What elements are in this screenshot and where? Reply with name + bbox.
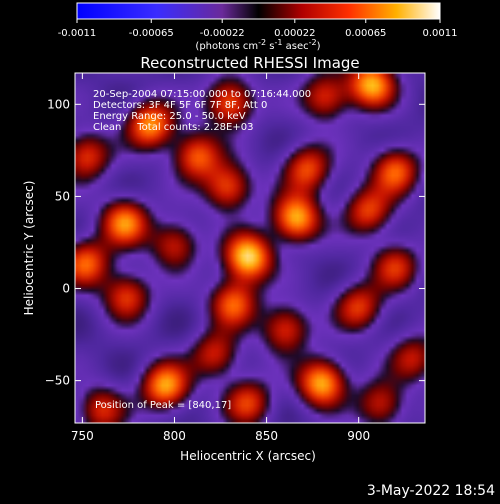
- colorbar-ticks: -0.0011 -0.00065 -0.00022 0.00022 0.00065 0.0…: [58, 19, 458, 39]
- annotation-block: 20-Sep-2004 07:15:00.000 to 07:16:44.000…: [93, 89, 311, 133]
- colorbar-tick-label: 0.00022: [274, 28, 315, 39]
- y-tick-label: 50: [55, 189, 70, 203]
- x-tick-label: 850: [255, 429, 278, 443]
- colorbar-tick-label: 0.00065: [345, 28, 386, 39]
- y-tick-label: −50: [45, 374, 70, 388]
- colorbar: -0.0011 -0.00065 -0.00022 0.00022 0.00065 0.0…: [58, 2, 458, 52]
- footer-timestamp: 3-May-2022 18:54: [367, 483, 495, 499]
- colorbar-tick-label: -0.00022: [200, 28, 245, 39]
- y-axis-ticks: −50 0 50 100: [45, 97, 425, 388]
- y-tick-label: 0: [62, 282, 70, 296]
- x-axis-ticks: 750 800 850 900: [71, 73, 370, 443]
- x-tick-label: 900: [347, 429, 370, 443]
- colorbar-tick-label: -0.0011: [58, 28, 97, 39]
- annotation-time: 20-Sep-2004 07:15:00.000 to 07:16:44.000: [93, 89, 311, 100]
- y-axis-label: Heliocentric Y (arcsec): [22, 181, 36, 316]
- annotation-detectors: Detectors: 3F 4F 5F 6F 7F 8F, Att 0: [93, 100, 267, 111]
- x-tick-label: 750: [71, 429, 94, 443]
- x-axis-label: Heliocentric X (arcsec): [180, 449, 316, 463]
- heatmap-raster: [75, 73, 425, 423]
- colorbar-tick-label: -0.00065: [129, 28, 174, 39]
- colorbar-tick-label: 0.0011: [423, 28, 458, 39]
- peak-position-label: Position of Peak = [840,17]: [95, 400, 231, 411]
- plot-frame: [74, 72, 426, 424]
- y-tick-label: 100: [47, 97, 70, 111]
- chart-title: Reconstructed RHESSI Image: [140, 54, 359, 72]
- colorbar-units: (photons cm-2 s-1 asec-2): [195, 38, 320, 52]
- x-tick-label: 800: [163, 429, 186, 443]
- annotation-counts: Clean Total counts: 2.28E+03: [93, 122, 253, 133]
- heatmap-image: [74, 72, 426, 424]
- colorbar-gradient: [76, 2, 441, 20]
- annotation-energy: Energy Range: 25.0 - 50.0 keV: [93, 111, 246, 122]
